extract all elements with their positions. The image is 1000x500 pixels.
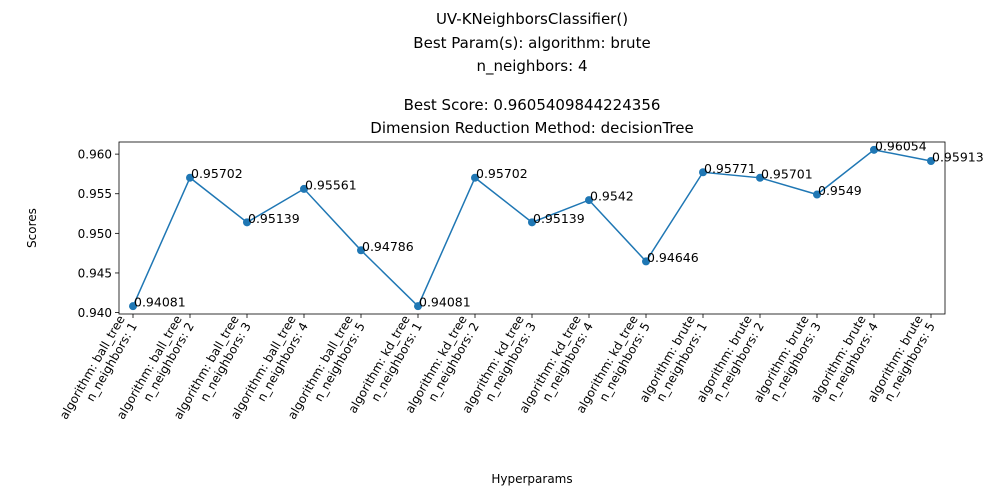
data-point xyxy=(471,173,479,182)
data-point xyxy=(813,190,821,199)
chart-title: UV-KNeighborsClassifier() Best Param(s):… xyxy=(370,10,693,137)
data-point xyxy=(186,173,194,182)
data-point xyxy=(357,246,365,255)
data-label: 0.9542 xyxy=(590,189,634,204)
data-label: 0.95702 xyxy=(191,166,243,181)
data-point xyxy=(756,173,764,182)
title-line-6: Dimension Reduction Method: decisionTree xyxy=(370,119,693,137)
data-point xyxy=(870,145,878,154)
data-label: 0.94646 xyxy=(647,250,699,265)
data-label: 0.95561 xyxy=(305,177,357,192)
data-label: 0.95139 xyxy=(248,211,300,226)
y-tick-label: 0.960 xyxy=(78,148,112,162)
x-tick-label-line: algorithm: ball_tree xyxy=(57,313,128,422)
data-point xyxy=(414,302,422,311)
data-label: 0.94786 xyxy=(362,239,414,254)
data-point xyxy=(528,218,536,227)
y-tick-label: 0.945 xyxy=(78,266,112,280)
y-tick-label: 0.950 xyxy=(78,227,112,241)
title-line-5: Best Score: 0.9605409844224356 xyxy=(404,96,661,114)
y-axis-label: Scores xyxy=(25,208,39,248)
data-label: 0.94081 xyxy=(134,295,186,310)
data-label: 0.96054 xyxy=(875,138,927,153)
data-point xyxy=(129,302,137,311)
plot-area: 0.94081 0.95702 0.95139 0.95561 0.94786 0.940… xyxy=(129,138,984,311)
axes-frame xyxy=(118,141,946,315)
data-point xyxy=(927,157,935,166)
data-label: 0.95701 xyxy=(761,166,813,181)
data-point xyxy=(300,184,308,193)
data-label: 0.95702 xyxy=(476,166,528,181)
y-axis-ticks: 0.940 0.945 0.950 0.955 0.960 xyxy=(78,148,119,320)
data-label: 0.95913 xyxy=(932,150,984,165)
title-line-1: UV-KNeighborsClassifier() xyxy=(436,10,628,28)
data-label: 0.94081 xyxy=(419,295,471,310)
x-axis-label: Hyperparams xyxy=(491,472,572,486)
title-line-3: n_neighbors: 4 xyxy=(477,57,588,76)
data-point xyxy=(585,196,593,205)
title-line-2: Best Param(s): algorithm: brute xyxy=(413,34,650,52)
data-label: 0.95771 xyxy=(704,161,756,176)
y-tick-label: 0.955 xyxy=(78,187,112,201)
data-point xyxy=(642,257,650,266)
data-point xyxy=(699,168,707,177)
data-label: 0.9549 xyxy=(818,183,862,198)
data-point xyxy=(243,218,251,227)
y-tick-label: 0.940 xyxy=(78,306,112,320)
data-label: 0.95139 xyxy=(533,211,585,226)
